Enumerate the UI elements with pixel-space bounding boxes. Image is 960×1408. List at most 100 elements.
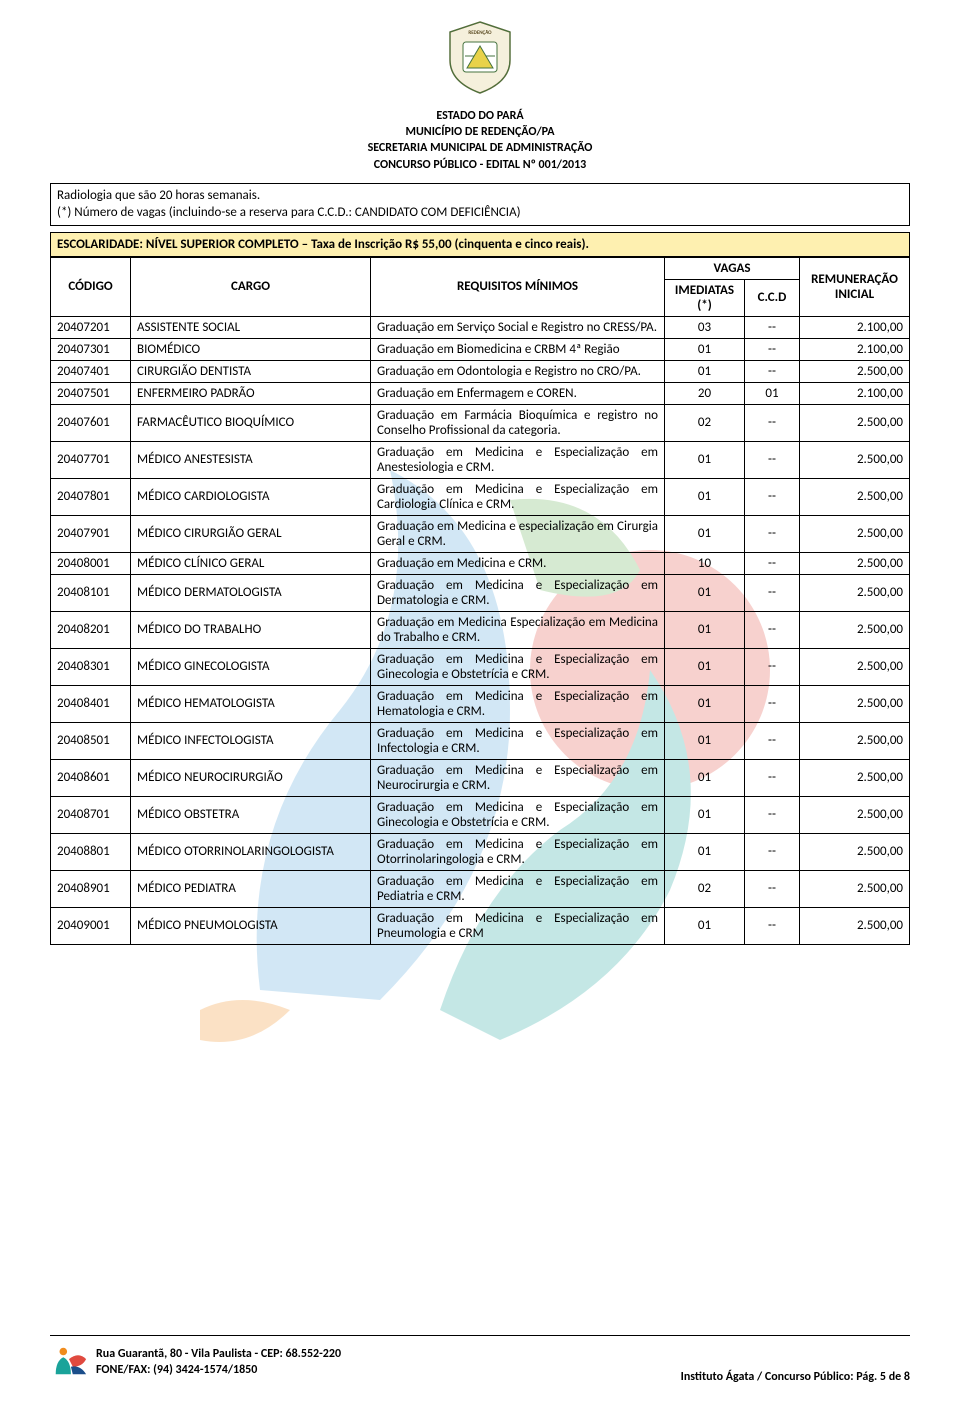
jobs-table: CÓDIGO CARGO REQUISITOS MÍNIMOS VAGAS RE… bbox=[50, 257, 910, 945]
cell-ccd: -- bbox=[745, 316, 800, 338]
cell-cargo: ASSISTENTE SOCIAL bbox=[131, 316, 371, 338]
cell-remuneracao: 2.100,00 bbox=[800, 316, 910, 338]
cell-imediatas: 01 bbox=[665, 648, 745, 685]
top-note-box: Radiologia que são 20 horas semanais. (*… bbox=[50, 183, 910, 226]
note-line: Radiologia que são 20 horas semanais. bbox=[57, 187, 903, 205]
cell-cargo: MÉDICO OTORRINOLARINGOLOGISTA bbox=[131, 833, 371, 870]
cell-codigo: 20407401 bbox=[51, 360, 131, 382]
cell-cargo: MÉDICO CIRURGIÃO GERAL bbox=[131, 515, 371, 552]
cell-cargo: MÉDICO NEUROCIRURGIÃO bbox=[131, 759, 371, 796]
th-imediatas: IMEDIATAS (*) bbox=[665, 279, 745, 316]
cell-codigo: 20408801 bbox=[51, 833, 131, 870]
cell-ccd: -- bbox=[745, 574, 800, 611]
cell-remuneracao: 2.500,00 bbox=[800, 552, 910, 574]
th-cargo: CARGO bbox=[131, 257, 371, 316]
cell-codigo: 20407901 bbox=[51, 515, 131, 552]
cell-requisitos: Graduação em Biomedicina e CRBM 4ª Regiã… bbox=[371, 338, 665, 360]
table-row: 20408301MÉDICO GINECOLOGISTAGraduação em… bbox=[51, 648, 910, 685]
cell-requisitos: Graduação em Medicina e Especialização e… bbox=[371, 478, 665, 515]
cell-codigo: 20408101 bbox=[51, 574, 131, 611]
cell-codigo: 20408201 bbox=[51, 611, 131, 648]
cell-remuneracao: 2.500,00 bbox=[800, 833, 910, 870]
table-row: 20407301BIOMÉDICOGraduação em Biomedicin… bbox=[51, 338, 910, 360]
cell-remuneracao: 2.500,00 bbox=[800, 870, 910, 907]
cell-remuneracao: 2.500,00 bbox=[800, 360, 910, 382]
th-codigo: CÓDIGO bbox=[51, 257, 131, 316]
cell-cargo: MÉDICO DERMATOLOGISTA bbox=[131, 574, 371, 611]
document-header: ESTADO DO PARÁ MUNICÍPIO DE REDENÇÃO/PA … bbox=[50, 108, 910, 173]
cell-requisitos: Graduação em Medicina e Especialização e… bbox=[371, 759, 665, 796]
page-footer: Rua Guarantã, 80 - Vila Paulista - CEP: … bbox=[50, 1335, 910, 1384]
cell-remuneracao: 2.500,00 bbox=[800, 907, 910, 944]
cell-imediatas: 01 bbox=[665, 574, 745, 611]
svg-text:REDENÇÃO: REDENÇÃO bbox=[468, 29, 492, 36]
cell-ccd: -- bbox=[745, 552, 800, 574]
cell-remuneracao: 2.500,00 bbox=[800, 441, 910, 478]
cell-codigo: 20408601 bbox=[51, 759, 131, 796]
cell-requisitos: Graduação em Medicina e Especialização e… bbox=[371, 907, 665, 944]
cell-ccd: -- bbox=[745, 338, 800, 360]
cell-cargo: FARMACÊUTICO BIOQUÍMICO bbox=[131, 404, 371, 441]
cell-ccd: 01 bbox=[745, 382, 800, 404]
cell-codigo: 20407201 bbox=[51, 316, 131, 338]
cell-codigo: 20407601 bbox=[51, 404, 131, 441]
cell-remuneracao: 2.500,00 bbox=[800, 478, 910, 515]
cell-imediatas: 10 bbox=[665, 552, 745, 574]
cell-codigo: 20408401 bbox=[51, 685, 131, 722]
table-row: 20408701MÉDICO OBSTETRAGraduação em Medi… bbox=[51, 796, 910, 833]
table-row: 20408801MÉDICO OTORRINOLARINGOLOGISTAGra… bbox=[51, 833, 910, 870]
cell-imediatas: 01 bbox=[665, 796, 745, 833]
cell-imediatas: 01 bbox=[665, 685, 745, 722]
cell-imediatas: 03 bbox=[665, 316, 745, 338]
cell-ccd: -- bbox=[745, 685, 800, 722]
cell-imediatas: 01 bbox=[665, 478, 745, 515]
cell-remuneracao: 2.500,00 bbox=[800, 404, 910, 441]
cell-remuneracao: 2.500,00 bbox=[800, 611, 910, 648]
cell-requisitos: Graduação em Medicina e CRM. bbox=[371, 552, 665, 574]
cell-ccd: -- bbox=[745, 478, 800, 515]
cell-remuneracao: 2.500,00 bbox=[800, 515, 910, 552]
header-line: ESTADO DO PARÁ bbox=[50, 108, 910, 124]
th-vagas-group: VAGAS bbox=[665, 257, 800, 279]
cell-remuneracao: 2.500,00 bbox=[800, 685, 910, 722]
jobs-tbody: 20407201ASSISTENTE SOCIALGraduação em Se… bbox=[51, 316, 910, 944]
table-row: 20407701MÉDICO ANESTESISTAGraduação em M… bbox=[51, 441, 910, 478]
cell-remuneracao: 2.500,00 bbox=[800, 722, 910, 759]
cell-remuneracao: 2.500,00 bbox=[800, 648, 910, 685]
footer-address-2: FONE/FAX: (94) 3424-1574/1850 bbox=[96, 1363, 341, 1379]
cell-cargo: MÉDICO HEMATOLOGISTA bbox=[131, 685, 371, 722]
cell-requisitos: Graduação em Serviço Social e Registro n… bbox=[371, 316, 665, 338]
cell-imediatas: 01 bbox=[665, 515, 745, 552]
table-row: 20408901MÉDICO PEDIATRAGraduação em Medi… bbox=[51, 870, 910, 907]
cell-ccd: -- bbox=[745, 907, 800, 944]
cell-imediatas: 01 bbox=[665, 611, 745, 648]
cell-codigo: 20409001 bbox=[51, 907, 131, 944]
municipal-emblem: REDENÇÃO bbox=[50, 20, 910, 100]
cell-ccd: -- bbox=[745, 833, 800, 870]
table-row: 20407201ASSISTENTE SOCIALGraduação em Se… bbox=[51, 316, 910, 338]
table-row: 20407901MÉDICO CIRURGIÃO GERALGraduação … bbox=[51, 515, 910, 552]
table-row: 20408601MÉDICO NEUROCIRURGIÃOGraduação e… bbox=[51, 759, 910, 796]
cell-remuneracao: 2.500,00 bbox=[800, 574, 910, 611]
cell-requisitos: Graduação em Medicina e Especialização e… bbox=[371, 685, 665, 722]
cell-requisitos: Graduação em Medicina e especialização e… bbox=[371, 515, 665, 552]
cell-ccd: -- bbox=[745, 759, 800, 796]
cell-cargo: CIRURGIÃO DENTISTA bbox=[131, 360, 371, 382]
cell-imediatas: 01 bbox=[665, 722, 745, 759]
footer-address-1: Rua Guarantã, 80 - Vila Paulista - CEP: … bbox=[96, 1347, 341, 1363]
cell-codigo: 20407301 bbox=[51, 338, 131, 360]
cell-cargo: MÉDICO GINECOLOGISTA bbox=[131, 648, 371, 685]
cell-requisitos: Graduação em Medicina e Especialização e… bbox=[371, 648, 665, 685]
th-ccd: C.C.D bbox=[745, 279, 800, 316]
cell-requisitos: Graduação em Farmácia Bioquímica e regis… bbox=[371, 404, 665, 441]
footer-page-info: Instituto Ágata / Concurso Público: Pág.… bbox=[681, 1370, 910, 1384]
cell-requisitos: Graduação em Odontologia e Registro no C… bbox=[371, 360, 665, 382]
cell-ccd: -- bbox=[745, 870, 800, 907]
cell-codigo: 20408701 bbox=[51, 796, 131, 833]
escolaridade-banner: ESCOLARIDADE: NÍVEL SUPERIOR COMPLETO – … bbox=[50, 232, 910, 257]
header-line: SECRETARIA MUNICIPAL DE ADMINISTRAÇÃO bbox=[50, 140, 910, 156]
cell-ccd: -- bbox=[745, 722, 800, 759]
cell-imediatas: 01 bbox=[665, 759, 745, 796]
cell-ccd: -- bbox=[745, 441, 800, 478]
cell-ccd: -- bbox=[745, 611, 800, 648]
